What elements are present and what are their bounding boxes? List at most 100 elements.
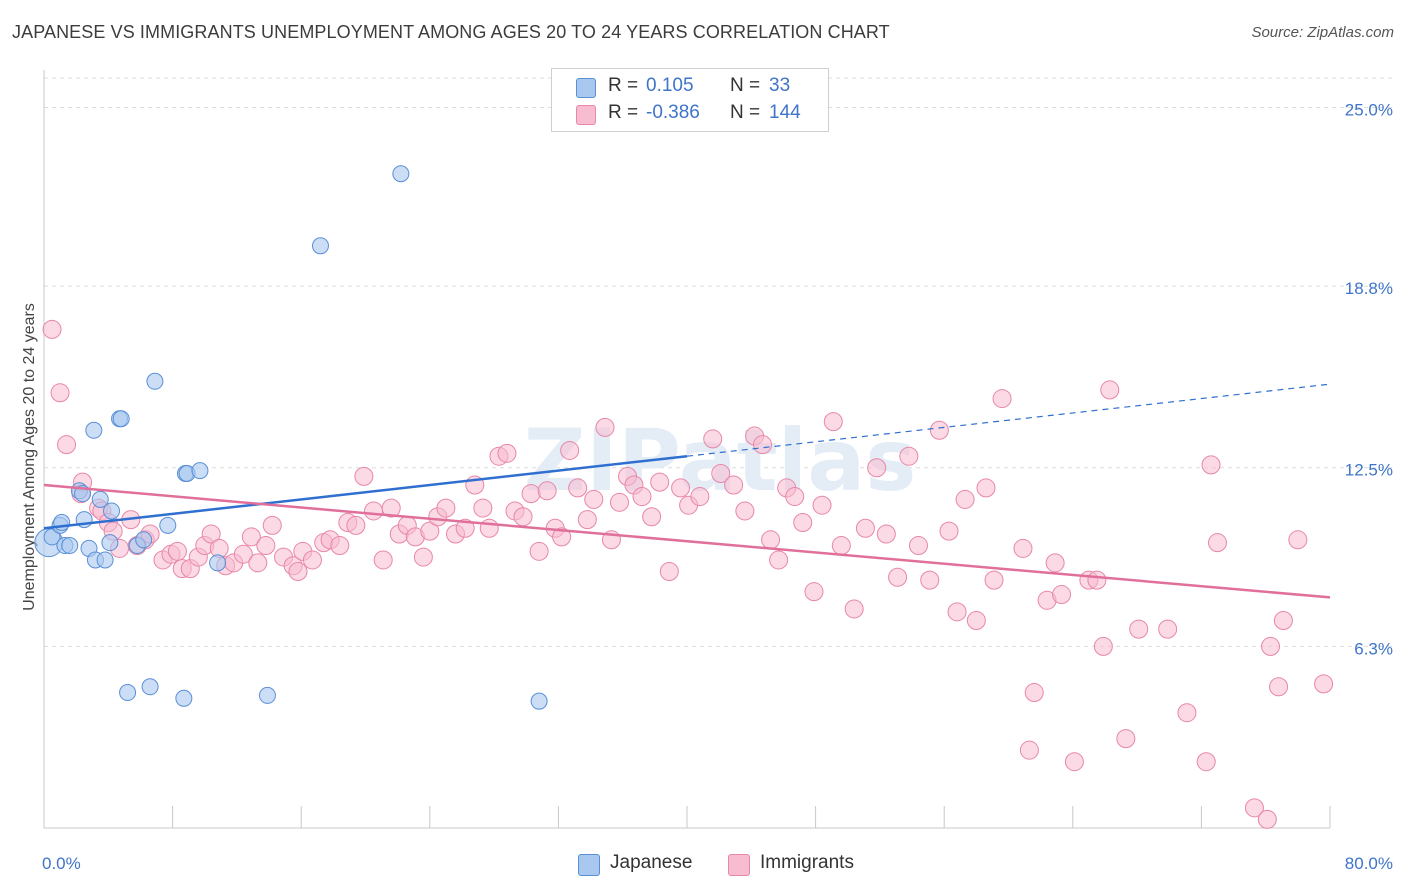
- japanese-trend-extension: [686, 383, 1331, 457]
- immigrants-point: [812, 495, 832, 515]
- immigrants-point: [908, 536, 928, 556]
- immigrants-point: [1024, 683, 1044, 703]
- immigrants-point: [584, 489, 604, 509]
- r-label: R =: [608, 75, 639, 96]
- japanese-point: [159, 516, 177, 534]
- immigrants-point: [201, 524, 221, 544]
- immigrants-point: [735, 501, 755, 521]
- immigrants-point: [1314, 674, 1334, 694]
- japanese-point: [141, 678, 159, 696]
- immigrants-point: [537, 481, 557, 501]
- immigrants-point: [724, 475, 744, 495]
- source-credit: Source: ZipAtlas.com: [1251, 24, 1394, 41]
- immigrants-point: [947, 602, 967, 622]
- immigrants-swatch: [728, 854, 750, 876]
- japanese-point: [119, 684, 137, 702]
- japanese-point: [43, 528, 61, 546]
- legend-label-immigrants: Immigrants: [760, 852, 854, 873]
- japanese-point: [91, 490, 109, 508]
- immigrants-point: [888, 567, 908, 587]
- immigrants-point: [1273, 610, 1293, 630]
- japanese-point: [61, 537, 79, 555]
- immigrants-point: [302, 550, 322, 570]
- immigrants-point: [642, 507, 662, 527]
- immigrants-point: [381, 498, 401, 518]
- immigrants-point: [364, 501, 384, 521]
- immigrants-point: [1177, 703, 1197, 723]
- immigrants-point: [1100, 380, 1120, 400]
- immigrants-point: [920, 570, 940, 590]
- n-label: N =: [730, 102, 761, 123]
- immigrants-point: [57, 435, 77, 455]
- immigrants-point: [595, 417, 615, 437]
- immigrants-point: [455, 518, 475, 538]
- immigrants-point: [793, 512, 813, 532]
- immigrants-point: [1129, 619, 1149, 639]
- immigrants-point: [1261, 636, 1281, 656]
- immigrants-point: [1201, 455, 1221, 475]
- immigrants-point: [473, 498, 493, 518]
- r-label: R =: [608, 102, 639, 123]
- chart-title: JAPANESE VS IMMIGRANTS UNEMPLOYMENT AMON…: [12, 22, 890, 42]
- japanese-point: [101, 534, 119, 552]
- japanese-point: [258, 686, 276, 704]
- immigrants-point: [1013, 538, 1033, 558]
- immigrants-point: [1288, 530, 1308, 550]
- immigrants-point: [1019, 740, 1039, 760]
- immigrants-point: [690, 487, 710, 507]
- immigrants-point: [1244, 798, 1264, 818]
- n-value: 144: [769, 102, 801, 123]
- japanese-point: [175, 689, 193, 707]
- immigrants-point: [785, 487, 805, 507]
- japanese-point: [146, 372, 164, 390]
- immigrants-point: [241, 527, 261, 547]
- japanese-trend-line: [43, 454, 688, 530]
- immigrants-point: [42, 319, 62, 339]
- immigrants-trend-line: [43, 483, 1331, 599]
- immigrants-point: [632, 487, 652, 507]
- legend-label-japanese: Japanese: [610, 852, 693, 873]
- immigrants-point: [1064, 752, 1084, 772]
- immigrants-point: [50, 383, 70, 403]
- immigrants-point: [373, 550, 393, 570]
- immigrants-point: [929, 420, 949, 440]
- n-label: N =: [730, 75, 761, 96]
- immigrants-swatch: [576, 105, 596, 125]
- japanese-point: [191, 462, 209, 480]
- x-tick-labels: 0.0% 80.0%: [42, 854, 1393, 873]
- immigrants-point: [479, 518, 499, 538]
- japanese-point: [96, 551, 114, 569]
- r-value: -0.386: [646, 102, 700, 123]
- immigrants-point: [233, 544, 253, 564]
- japanese-point: [530, 692, 548, 710]
- immigrants-point: [1196, 752, 1216, 772]
- immigrants-point: [1052, 585, 1072, 605]
- immigrants-point: [769, 550, 789, 570]
- immigrants-point: [855, 518, 875, 538]
- immigrants-point: [650, 472, 670, 492]
- immigrants-point: [262, 515, 282, 535]
- immigrants-point: [609, 492, 629, 512]
- immigrants-point: [413, 547, 433, 567]
- japanese-point: [103, 502, 121, 520]
- japanese-swatch: [576, 78, 596, 98]
- immigrants-point: [346, 515, 366, 535]
- immigrants-point: [876, 524, 896, 544]
- immigrants-point: [823, 412, 843, 432]
- japanese-point: [112, 410, 130, 428]
- immigrants-point: [288, 561, 308, 581]
- immigrants-point: [256, 536, 276, 556]
- y-tick-label: 18.8%: [1345, 279, 1393, 298]
- immigrants-point: [659, 561, 679, 581]
- immigrants-point: [899, 446, 919, 466]
- immigrants-point: [354, 466, 374, 486]
- immigrants-point: [1158, 619, 1178, 639]
- immigrants-point: [976, 478, 996, 498]
- immigrants-point: [1257, 809, 1277, 829]
- immigrants-point: [1087, 570, 1107, 590]
- immigrants-point: [552, 527, 572, 547]
- immigrants-point: [992, 389, 1012, 409]
- immigrants-point: [521, 484, 541, 504]
- japanese-point: [311, 237, 329, 255]
